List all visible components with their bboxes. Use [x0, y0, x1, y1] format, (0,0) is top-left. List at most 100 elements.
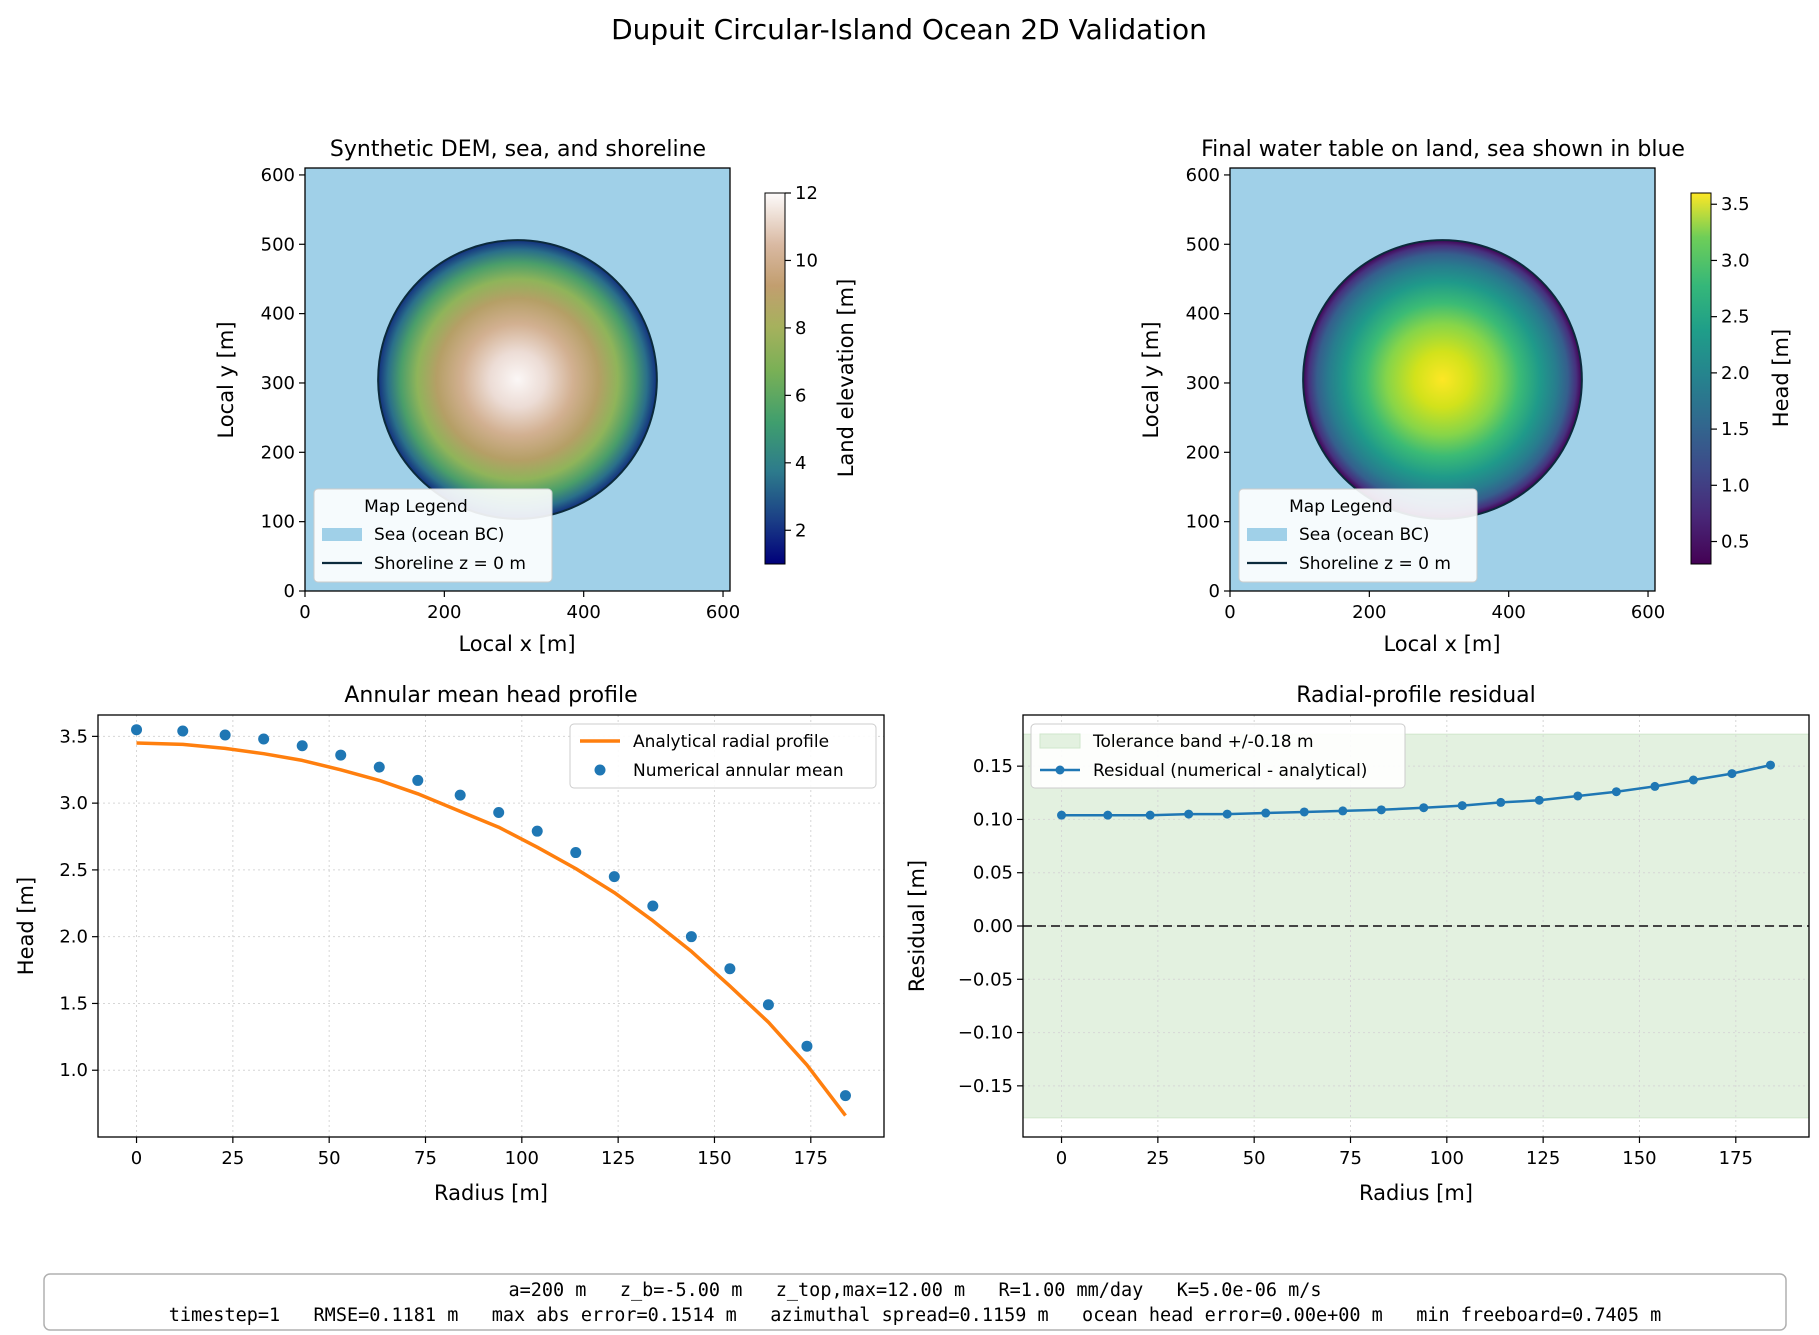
residual-point	[1103, 810, 1113, 820]
residual-point	[1184, 809, 1194, 819]
head-colorbar-tick-label: 0.5	[1721, 532, 1750, 553]
numerical-mean-point	[493, 806, 505, 818]
dem-map-xlabel: Local x [m]	[458, 632, 575, 656]
numerical-mean-point	[373, 761, 385, 773]
residual-point	[1222, 809, 1232, 819]
dem-legend-sea-label: Sea (ocean BC)	[374, 525, 504, 545]
dem-colorbar-tick-label: 8	[795, 318, 806, 339]
head-colorbar: 0.5 1.0 1.5 2.0 2.5 3.0 3.5 Head [m]	[1690, 192, 1793, 565]
residual-point	[1688, 775, 1698, 785]
numerical-mean-point	[839, 1090, 851, 1102]
dem-map-xtick-label: 400	[567, 602, 601, 623]
profile-xtick-label: 150	[697, 1148, 731, 1169]
profile-ytick-label: 2.0	[59, 927, 88, 948]
profile-xtick-label: 50	[318, 1148, 341, 1169]
residual-point	[1611, 787, 1621, 797]
profile-xtick-label: 25	[221, 1148, 244, 1169]
dem-map-title: Synthetic DEM, sea, and shoreline	[330, 137, 706, 162]
head-map-ytick-label: 0	[1209, 581, 1220, 602]
dem-map-ytick-label: 100	[261, 512, 295, 533]
head-map-xtick-label: 400	[1492, 602, 1526, 623]
residual-ytick-label: 0.05	[973, 863, 1013, 884]
residual-point	[1650, 781, 1660, 791]
profile-ytick-label: 2.5	[59, 860, 88, 881]
head-map-legend: Map Legend Sea (ocean BC) Shoreline z = …	[1238, 488, 1478, 583]
dem-colorbar-tick-label: 2	[795, 520, 806, 541]
analytical-profile-line	[136, 741, 847, 1117]
residual-point	[1534, 795, 1544, 805]
residual-point	[1496, 797, 1506, 807]
profile-title: Annular mean head profile	[344, 683, 637, 708]
dem-map-xtick-label: 200	[427, 602, 461, 623]
numerical-mean-point	[177, 725, 189, 737]
profile-legend-numerical-swatch	[594, 764, 606, 776]
residual-xlabel: Radius [m]	[1359, 1181, 1473, 1205]
residual-ytick-label: −0.15	[958, 1076, 1013, 1097]
dem-colorbar-gradient	[764, 192, 786, 565]
dem-legend-shore-label: Shoreline z = 0 m	[374, 554, 526, 574]
residual-xtick-label: 75	[1339, 1148, 1362, 1169]
residual-legend: Tolerance band +/-0.18 m Residual (numer…	[1030, 723, 1406, 789]
dem-map-ylabel: Local y [m]	[214, 321, 238, 438]
numerical-mean-point	[685, 931, 697, 943]
numerical-mean-point	[335, 749, 347, 761]
numerical-mean-point	[647, 900, 659, 912]
numerical-mean-point	[801, 1040, 813, 1052]
residual-point	[1338, 806, 1348, 816]
dem-colorbar-tick-label: 10	[795, 250, 818, 271]
profile-ytick-label: 1.0	[59, 1060, 88, 1081]
head-colorbar-tick-label: 3.0	[1721, 250, 1750, 271]
numerical-mean-point	[454, 789, 466, 801]
residual-point	[1376, 805, 1386, 815]
dem-colorbar-label: Land elevation [m]	[834, 279, 858, 478]
dem-map-ytick-label: 200	[261, 442, 295, 463]
dem-legend-sea-swatch	[322, 528, 362, 541]
head-map-panel: Final water table on land, sea shown in …	[1139, 137, 1793, 656]
info-box: a=200 m z_b=-5.00 m z_top,max=12.00 m R=…	[43, 1273, 1787, 1331]
profile-ytick-label: 1.5	[59, 993, 88, 1014]
dem-colorbar-tick-label: 6	[795, 385, 806, 406]
profile-xtick-label: 125	[601, 1148, 635, 1169]
figure-title: Dupuit Circular-Island Ocean 2D Validati…	[611, 13, 1207, 46]
residual-point	[1057, 810, 1067, 820]
profile-legend: Analytical radial profile Numerical annu…	[569, 723, 877, 789]
head-map-ytick-label: 500	[1186, 234, 1220, 255]
residual-xtick-label: 25	[1146, 1148, 1169, 1169]
residual-point	[1765, 760, 1775, 770]
head-map-xtick-label: 0	[1224, 602, 1235, 623]
profile-xtick-label: 0	[131, 1148, 142, 1169]
head-colorbar-label: Head [m]	[1769, 329, 1793, 427]
residual-point	[1419, 803, 1429, 813]
numerical-mean-point	[258, 733, 270, 745]
head-colorbar-tick-label: 2.0	[1721, 363, 1750, 384]
head-map-ylabel: Local y [m]	[1139, 321, 1163, 438]
numerical-mean-point	[219, 729, 231, 741]
head-legend-sea-label: Sea (ocean BC)	[1299, 525, 1429, 545]
head-map-xtick-label: 600	[1631, 602, 1665, 623]
residual-title: Radial-profile residual	[1296, 683, 1536, 708]
head-map-title: Final water table on land, sea shown in …	[1201, 137, 1685, 162]
residual-ytick-label: 0.00	[973, 916, 1013, 937]
head-colorbar-tick-label: 1.0	[1721, 475, 1750, 496]
residual-xtick-label: 50	[1243, 1148, 1266, 1169]
dem-map-xtick-label: 600	[706, 602, 740, 623]
info-line-1: a=200 m z_b=-5.00 m z_top,max=12.00 m R=…	[508, 1280, 1321, 1301]
profile-frame	[97, 714, 885, 1138]
dem-map-ytick-label: 400	[261, 304, 295, 325]
residual-legend-line-label: Residual (numerical - analytical)	[1093, 761, 1367, 781]
residual-point	[1299, 807, 1309, 817]
head-map-ytick-label: 300	[1186, 373, 1220, 394]
profile-xtick-label: 75	[414, 1148, 437, 1169]
numerical-mean-point	[412, 774, 424, 786]
dem-map-ytick-label: 600	[261, 165, 295, 186]
residual-point	[1145, 810, 1155, 820]
residual-legend-band-swatch	[1039, 733, 1081, 749]
residual-xtick-label: 150	[1622, 1148, 1656, 1169]
residual-point	[1573, 791, 1583, 801]
info-line-2: timestep=1 RMSE=0.1181 m max abs error=0…	[169, 1305, 1661, 1326]
dem-map-ytick-label: 300	[261, 373, 295, 394]
residual-ytick-label: 0.10	[973, 809, 1013, 830]
head-colorbar-gradient	[1690, 192, 1712, 565]
head-map-xlabel: Local x [m]	[1383, 632, 1500, 656]
